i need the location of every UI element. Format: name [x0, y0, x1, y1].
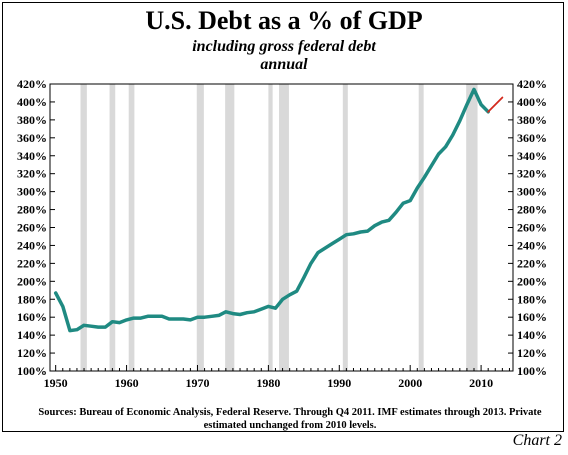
- y-tick-label: 220%: [17, 256, 47, 270]
- y-tick-label: 400%: [517, 95, 547, 109]
- x-tick-label: 1970: [185, 376, 209, 390]
- chart-frame: [2, 2, 564, 432]
- y-tick-label: 320%: [517, 167, 547, 181]
- recession-band: [109, 84, 116, 371]
- chart-frequency: annual: [260, 56, 308, 73]
- y-axis-right: 100% 120% 140% 160% 180% 200% 220% 240% 260% 280%…: [508, 77, 547, 378]
- recession-band: [128, 84, 135, 371]
- y-tick-label: 100%: [17, 364, 47, 378]
- y-tick-label: 340%: [17, 149, 47, 163]
- debt-line-actual: [53, 87, 490, 333]
- y-tick-label: 180%: [517, 292, 547, 306]
- y-tick-label: 240%: [517, 238, 547, 252]
- y-tick-label: 120%: [17, 346, 47, 360]
- x-axis: 1950 1960 1970 1980 1990 2000 2010: [44, 365, 510, 390]
- y-tick-label: 180%: [17, 292, 47, 306]
- source-note: Sources: Bureau of Economic Analysis, Fe…: [38, 407, 542, 431]
- y-tick-label: 100%: [517, 364, 547, 378]
- y-tick-label: 380%: [17, 113, 47, 127]
- y-tick-label: 200%: [17, 274, 47, 288]
- y-tick-label: 160%: [517, 310, 547, 324]
- y-tick-label: 260%: [517, 221, 547, 235]
- x-tick-label: 1960: [115, 376, 139, 390]
- y-tick-label: 140%: [17, 328, 47, 342]
- x-tick-label: 2010: [469, 376, 493, 390]
- y-tick-label: 300%: [17, 185, 47, 199]
- recession-band: [268, 84, 273, 371]
- y-tick-label: 200%: [517, 274, 547, 288]
- y-tick-label: 360%: [17, 131, 47, 145]
- series-lines: [53, 87, 504, 333]
- recession-band: [225, 84, 235, 371]
- y-tick-label: 300%: [517, 185, 547, 199]
- chart-title: U.S. Debt as a % of GDP: [145, 6, 423, 35]
- recession-band: [466, 84, 478, 371]
- recession-band: [196, 84, 204, 371]
- debt-line-estimate: [487, 96, 504, 113]
- chart-subtitle: including gross federal debt: [192, 38, 376, 55]
- recession-band: [342, 84, 348, 371]
- y-tick-label: 420%: [517, 77, 547, 91]
- chart-number: Chart 2: [512, 432, 562, 449]
- y-tick-label: 360%: [517, 131, 547, 145]
- y-tick-label: 320%: [17, 167, 47, 181]
- y-tick-label: 120%: [517, 346, 547, 360]
- y-tick-label: 260%: [17, 221, 47, 235]
- recession-bands: [80, 84, 478, 371]
- y-tick-label: 340%: [517, 149, 547, 163]
- recession-band: [418, 84, 424, 371]
- y-tick-label: 240%: [17, 238, 47, 252]
- y-tick-label: 220%: [517, 256, 547, 270]
- y-tick-label: 420%: [17, 77, 47, 91]
- x-tick-label: 1990: [327, 376, 351, 390]
- y-tick-label: 140%: [517, 328, 547, 342]
- y-tick-label: 160%: [17, 310, 47, 324]
- y-tick-label: 380%: [517, 113, 547, 127]
- recession-band: [80, 84, 87, 371]
- recession-band: [279, 84, 289, 371]
- y-tick-label: 400%: [17, 95, 47, 109]
- x-tick-label: 2000: [398, 376, 422, 390]
- y-axis-left: 100% 120% 140% 160% 180% 200% 220% 240% 260% 280%…: [17, 77, 55, 378]
- x-tick-label: 1950: [44, 376, 68, 390]
- x-tick-label: 1980: [256, 376, 280, 390]
- y-tick-label: 280%: [517, 203, 547, 217]
- y-tick-label: 280%: [17, 203, 47, 217]
